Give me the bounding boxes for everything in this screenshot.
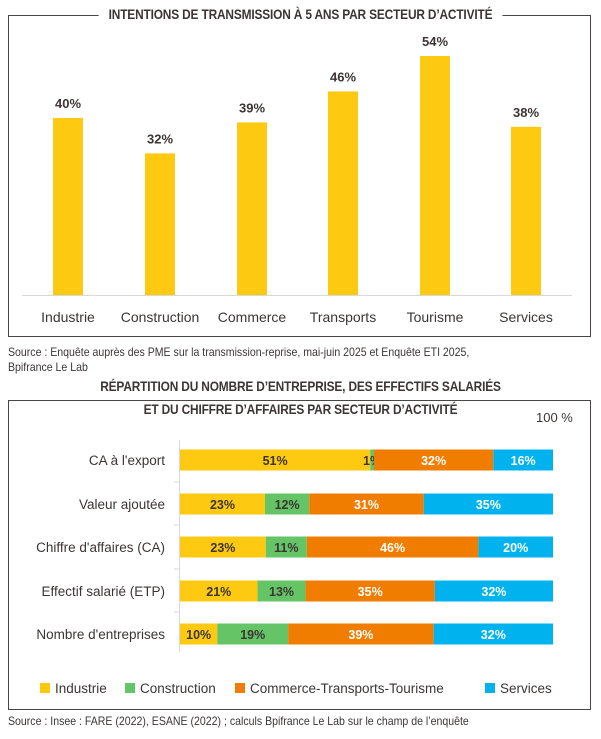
legend-label: Industrie	[55, 681, 107, 696]
category-label: Effectif salarié (ETP)	[41, 584, 165, 599]
bar-segment-construction	[257, 580, 306, 602]
category-label: Nombre d'entreprises	[36, 627, 165, 642]
legend-swatch-industrie	[40, 683, 50, 693]
bar-segment-services	[433, 623, 553, 645]
legend-swatch-commerce-transports-tourisme	[235, 683, 245, 693]
bar-segment-commerce-transports-tourisme	[306, 536, 479, 558]
category-label: Construction	[121, 309, 200, 325]
bar-tourisme	[420, 56, 450, 295]
segment-value-label: 39%	[348, 628, 373, 642]
bar-construction	[145, 153, 175, 295]
bar-commerce	[237, 122, 267, 295]
segment-value-label: 20%	[503, 541, 528, 555]
chart2-frame	[8, 400, 591, 710]
category-label: Industrie	[41, 309, 95, 325]
bar-segment-construction	[264, 493, 310, 515]
segment-value-label: 21%	[206, 585, 231, 599]
category-label: Transports	[310, 309, 376, 325]
segment-value-label: 12%	[275, 498, 300, 512]
chart2-title-line1: RÉPARTITION DU NOMBRE D’ENTREPRISE, DES …	[45, 378, 556, 394]
chart1-source: Source : Enquête auprès des PME sur la t…	[8, 345, 470, 359]
bar-segment-commerce-transports-tourisme	[288, 623, 434, 645]
bar-segment-services	[478, 536, 553, 558]
bar-segment-services	[434, 580, 553, 602]
legend-label: Construction	[140, 681, 216, 696]
axis-max-label: 100 %	[536, 410, 573, 425]
bar-value-label: 32%	[147, 131, 173, 146]
bar-segment-industrie	[180, 493, 265, 515]
segment-value-label: 32%	[481, 628, 506, 642]
bar-value-label: 54%	[422, 34, 448, 49]
category-label: Chiffre d'affaires (CA)	[36, 540, 165, 555]
bar-segment-services	[493, 449, 553, 471]
chart1-svg: 40% Industrie 32% Construction 39% Commerce 46…	[22, 34, 572, 325]
chart2-title-text1: RÉPARTITION DU NOMBRE D’ENTREPRISE, DES …	[90, 378, 511, 394]
bar-segment-construction	[370, 449, 374, 471]
chart1-title: INTENTIONS DE TRANSMISSION À 5 ANS PAR S…	[45, 6, 556, 22]
segment-value-label: 10%	[186, 628, 211, 642]
legend-label: Commerce-Transports-Tourisme	[250, 681, 444, 696]
category-label: Commerce	[218, 309, 287, 325]
bar-industrie	[53, 117, 83, 296]
segment-value-label: 23%	[210, 498, 235, 512]
bar-segment-industrie	[180, 623, 218, 645]
legend-swatch-construction	[125, 683, 135, 693]
bar-segment-industrie	[180, 449, 371, 471]
chart2-title-text2: ET DU CHIFFRE D’AFFAIRES PAR SECTEUR D’A…	[133, 401, 468, 417]
bar-segment-services	[423, 493, 553, 515]
bar-value-label: 38%	[513, 105, 539, 120]
segment-value-label: 19%	[240, 628, 265, 642]
chart2-source: Source : Insee : FARE (2022), ESANE (202…	[8, 714, 469, 728]
bar-segment-commerce-transports-tourisme	[309, 493, 424, 515]
legend-label: Services	[500, 681, 552, 696]
category-label: Valeur ajoutée	[79, 497, 165, 512]
bar-value-label: 39%	[239, 100, 265, 115]
chart1-title-text: INTENTIONS DE TRANSMISSION À 5 ANS PAR S…	[98, 6, 503, 22]
bar-segment-industrie	[180, 580, 258, 602]
legend-swatch-services	[485, 683, 495, 693]
bar-value-label: 46%	[330, 69, 356, 84]
bar-transports	[328, 91, 358, 295]
segment-value-label: 13%	[269, 585, 294, 599]
bar-segment-commerce-transports-tourisme	[305, 580, 435, 602]
chart2-title-line2: ET DU CHIFFRE D’AFFAIRES PAR SECTEUR D’A…	[45, 401, 556, 417]
segment-value-label: 51%	[263, 454, 288, 468]
bar-segment-industrie	[180, 536, 266, 558]
category-label: Tourisme	[407, 309, 464, 325]
bar-value-label: 40%	[55, 96, 81, 111]
bar-services	[511, 126, 541, 295]
segment-value-label: 23%	[210, 541, 235, 555]
bar-segment-construction	[265, 536, 307, 558]
segment-value-label: 46%	[380, 541, 405, 555]
chart1-source-line2: Bpifrance Le Lab	[8, 360, 88, 374]
bar-segment-commerce-transports-tourisme	[373, 449, 494, 471]
segment-value-label: 32%	[421, 454, 446, 468]
segment-value-label: 35%	[476, 498, 501, 512]
segment-value-label: 31%	[354, 498, 379, 512]
category-label: Services	[499, 309, 553, 325]
segment-value-label: 35%	[358, 585, 383, 599]
segment-value-label: 32%	[481, 585, 506, 599]
category-label: CA à l'export	[89, 453, 165, 468]
bar-segment-construction	[217, 623, 289, 645]
segment-value-label: 11%	[274, 541, 298, 555]
segment-value-label: 16%	[511, 454, 536, 468]
